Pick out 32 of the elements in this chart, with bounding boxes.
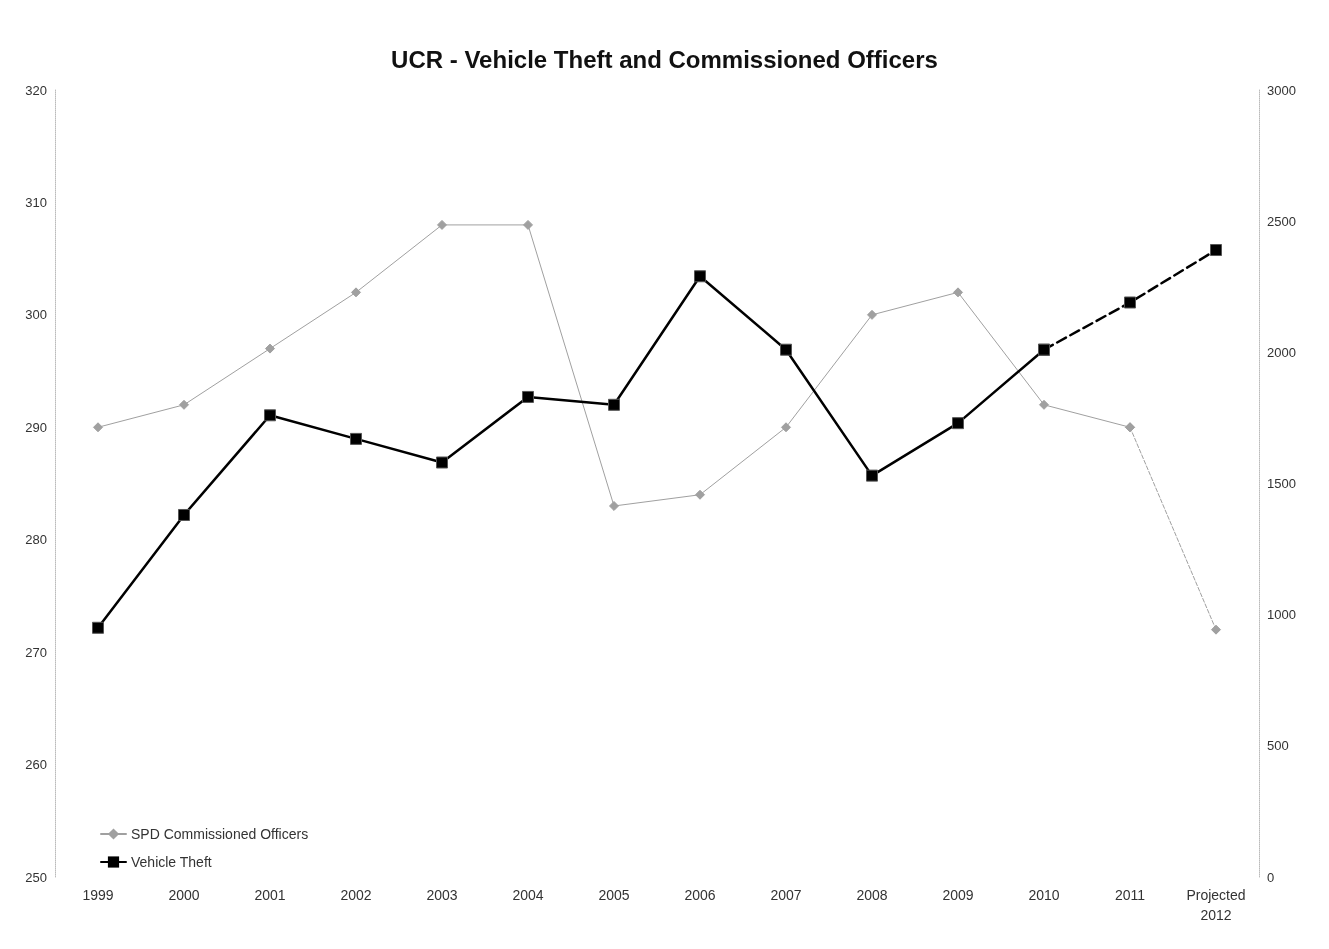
x-tick-label: 2003: [426, 887, 458, 903]
y2-tick-label: 0: [1267, 869, 1275, 885]
chart-title: UCR - Vehicle Theft and Commissioned Officers: [391, 45, 938, 73]
y2-tick-label: 3000: [1267, 82, 1296, 98]
y-tick-label: 300: [25, 307, 47, 323]
y-tick-label: 270: [25, 644, 47, 660]
legend-label: Vehicle Theft: [131, 854, 212, 870]
y-tick-label: 320: [25, 82, 47, 98]
legend-label: SPD Commissioned Officers: [131, 826, 309, 842]
y-tick-label: 290: [25, 419, 47, 435]
x-tick-label: 2006: [684, 887, 716, 903]
x-tick-label: 2011: [1114, 887, 1146, 903]
x-tick-label: 2007: [770, 887, 802, 903]
x-tick-label: 1999: [82, 887, 114, 903]
y2-tick-label: 1000: [1267, 607, 1296, 623]
x-tick-label: 2008: [856, 887, 888, 903]
x-tick-label: 2001: [254, 887, 286, 903]
y-tick-label: 280: [25, 532, 47, 548]
y-tick-label: 310: [25, 194, 47, 210]
x-tick-label: 2010: [1028, 887, 1060, 903]
y2-tick-label: 2000: [1267, 344, 1296, 360]
y2-tick-label: 500: [1267, 738, 1289, 754]
y2-tick-label: 2500: [1267, 213, 1296, 229]
y2-tick-label: 1500: [1267, 476, 1296, 491]
x-tick-label: 2009: [942, 887, 974, 903]
x-tick-label: 2004: [512, 887, 544, 903]
x-tick-label: 2005: [598, 887, 630, 903]
x-tick-label: Projected 2012: [1186, 887, 1246, 923]
x-tick-label: 2002: [340, 887, 372, 903]
y-tick-label: 260: [25, 757, 47, 773]
x-tick-label: 2000: [168, 887, 200, 903]
y-tick-label: 250: [25, 869, 47, 885]
